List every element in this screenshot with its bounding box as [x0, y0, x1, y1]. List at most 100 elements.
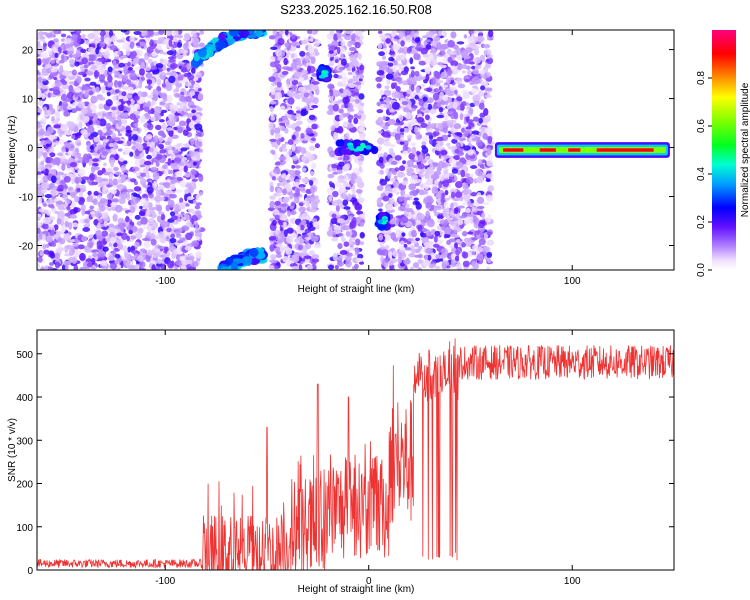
heatmap-cell — [143, 56, 150, 61]
heatmap-cell — [122, 94, 128, 102]
heatmap-cell — [91, 152, 99, 156]
heatmap-cell — [278, 238, 286, 242]
heatmap-cell — [63, 55, 68, 63]
heatmap-cell — [335, 30, 341, 34]
heatmap-cell — [157, 143, 163, 148]
heatmap-cell — [107, 66, 113, 73]
heatmap-cell — [196, 214, 203, 219]
heatmap-cell — [420, 76, 426, 81]
heatmap-cell — [289, 176, 295, 182]
heatmap-cell — [274, 200, 281, 206]
heatmap-cell — [336, 199, 343, 205]
heatmap-cell — [60, 33, 67, 38]
heatmap-cell — [293, 93, 302, 99]
heatmap-cell — [188, 121, 195, 129]
heatmap-cell — [180, 147, 188, 152]
heatmap-cell — [294, 126, 301, 132]
heatmap-cell — [354, 30, 362, 37]
heatmap-cell — [144, 85, 153, 89]
heatmap-cell — [271, 176, 277, 181]
heatmap-cell — [129, 72, 137, 81]
heatmap-cell — [182, 156, 188, 161]
heatmap-cell — [102, 127, 107, 133]
heatmap-cell — [147, 123, 154, 131]
heatmap-cell — [446, 111, 453, 115]
heatmap-cell — [305, 200, 311, 208]
heatmap-cell — [384, 183, 392, 192]
heatmap-cell — [113, 137, 121, 141]
heatmap-cell — [331, 236, 339, 242]
heatmap-cell — [270, 112, 274, 117]
heatmap-cell — [307, 43, 313, 48]
heatmap-cell — [279, 146, 284, 153]
heatmap-cell — [305, 242, 312, 250]
heatmap-cell — [414, 70, 420, 77]
heatmap-cell — [425, 247, 433, 254]
heatmap-cell — [184, 245, 192, 251]
heatmap-cell — [110, 35, 118, 43]
heatmap-cell — [347, 252, 353, 257]
heatmap-cell — [339, 250, 348, 256]
heatmap-cell — [380, 248, 389, 256]
heatmap-cell — [286, 227, 294, 234]
heatmap-cell — [146, 79, 153, 85]
heatmap-cell — [156, 39, 163, 45]
heatmap-cell — [348, 47, 357, 52]
heatmap-cell — [425, 43, 432, 50]
heatmap-cell — [390, 232, 397, 241]
heatmap-cell — [52, 89, 61, 95]
heatmap-cell — [176, 176, 184, 182]
heatmap-cell — [146, 100, 152, 108]
heatmap-cell — [167, 157, 172, 166]
heatmap-cell — [174, 231, 181, 235]
heatmap-cell — [284, 30, 289, 36]
heatmap-cell — [405, 207, 414, 213]
heatmap-cell — [143, 106, 150, 112]
heatmap-cell — [190, 67, 196, 74]
heatmap-cell — [79, 115, 84, 121]
heatmap-cell — [415, 202, 422, 210]
heatmap-cell — [486, 147, 492, 156]
heatmap-cell — [155, 63, 164, 69]
heatmap-cell — [432, 92, 440, 101]
heatmap-cell — [133, 95, 140, 101]
heatmap-cell — [144, 66, 151, 72]
heatmap-cell — [407, 124, 413, 131]
heatmap-cell — [427, 219, 435, 228]
heatmap-cell — [447, 121, 454, 128]
heatmap-cell — [73, 152, 78, 159]
heatmap-cell — [476, 253, 484, 261]
heatmap-cell — [385, 73, 394, 80]
heatmap-cell — [139, 68, 146, 76]
heatmap-cell — [63, 217, 69, 223]
heatmap-cell — [355, 216, 362, 222]
heatmap-cell — [92, 158, 99, 162]
heatmap-cell — [85, 70, 94, 76]
heatmap-cell — [268, 35, 276, 40]
heatmap-cell — [441, 192, 446, 199]
heatmap-cell — [410, 248, 416, 254]
heatmap-cell — [279, 182, 287, 187]
heatmap-cell — [57, 46, 62, 53]
heatmap-cell — [195, 236, 200, 241]
heatmap-cell — [326, 229, 335, 237]
heatmap-cell — [194, 204, 201, 210]
heatmap-cell — [436, 114, 445, 119]
heatmap-cell — [139, 41, 146, 47]
heatmap-cell — [415, 133, 422, 140]
heatmap-cell — [462, 92, 471, 100]
heatmap-cell — [306, 65, 312, 74]
heatmap-cell — [146, 154, 152, 160]
heatmap-cell — [126, 192, 131, 201]
heatmap-cell — [118, 104, 124, 112]
heatmap-cell — [156, 44, 162, 51]
heatmap-cell — [123, 250, 129, 258]
heatmap-cell — [352, 167, 360, 175]
heatmap-cell — [131, 134, 139, 141]
heatmap-cell — [340, 58, 347, 66]
heatmap-cell — [376, 185, 384, 191]
heatmap-cell — [298, 202, 304, 207]
heatmap-cell — [327, 62, 334, 67]
heatmap-cell — [167, 260, 174, 269]
heatmap-cell — [276, 187, 282, 195]
